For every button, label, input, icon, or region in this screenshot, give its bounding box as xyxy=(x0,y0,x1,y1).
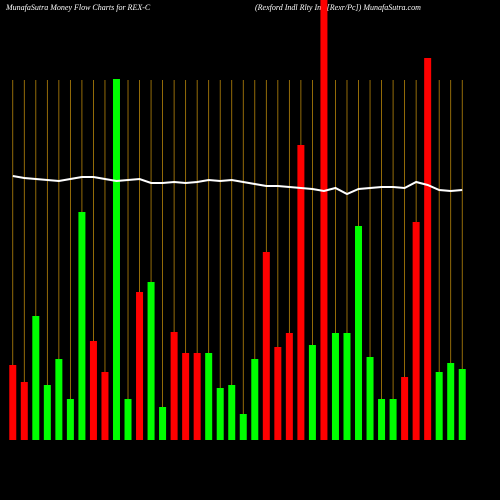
bar xyxy=(78,212,86,440)
bar xyxy=(274,347,282,440)
bar xyxy=(101,372,109,440)
bar xyxy=(412,222,420,440)
chart-subtitle: (Rexford Indl Rlty Inc [Rexr/Pc]) Munafa… xyxy=(255,3,421,12)
bar xyxy=(32,316,40,440)
bar xyxy=(216,388,224,440)
bar xyxy=(458,369,466,440)
bar xyxy=(147,282,155,440)
bar xyxy=(89,341,97,440)
chart-title: MunafaSutra Money Flow Charts for REX-C xyxy=(5,3,151,12)
bar xyxy=(378,399,386,440)
bar xyxy=(55,359,63,440)
bar xyxy=(9,365,17,440)
bar xyxy=(193,353,201,440)
bar xyxy=(343,333,351,440)
bar xyxy=(159,407,167,440)
bar xyxy=(251,359,259,440)
bar xyxy=(401,377,409,440)
bar xyxy=(424,58,432,440)
bar xyxy=(320,0,328,440)
money-flow-line xyxy=(12,175,463,196)
bar xyxy=(228,385,236,440)
bar xyxy=(43,385,51,440)
bar xyxy=(182,353,190,440)
bar xyxy=(355,226,363,440)
bar xyxy=(447,363,455,440)
bar xyxy=(136,292,144,440)
bar xyxy=(389,399,397,440)
bar xyxy=(308,345,316,440)
bar xyxy=(239,414,247,440)
bar xyxy=(366,357,374,440)
bar xyxy=(170,332,178,440)
bar xyxy=(20,382,28,440)
bar xyxy=(66,399,74,440)
bar xyxy=(285,333,293,440)
bar xyxy=(331,333,339,440)
bar xyxy=(124,399,132,440)
bar xyxy=(112,79,120,440)
bar xyxy=(297,145,305,440)
bar xyxy=(262,252,270,440)
bar xyxy=(205,353,213,440)
bar xyxy=(435,372,443,440)
